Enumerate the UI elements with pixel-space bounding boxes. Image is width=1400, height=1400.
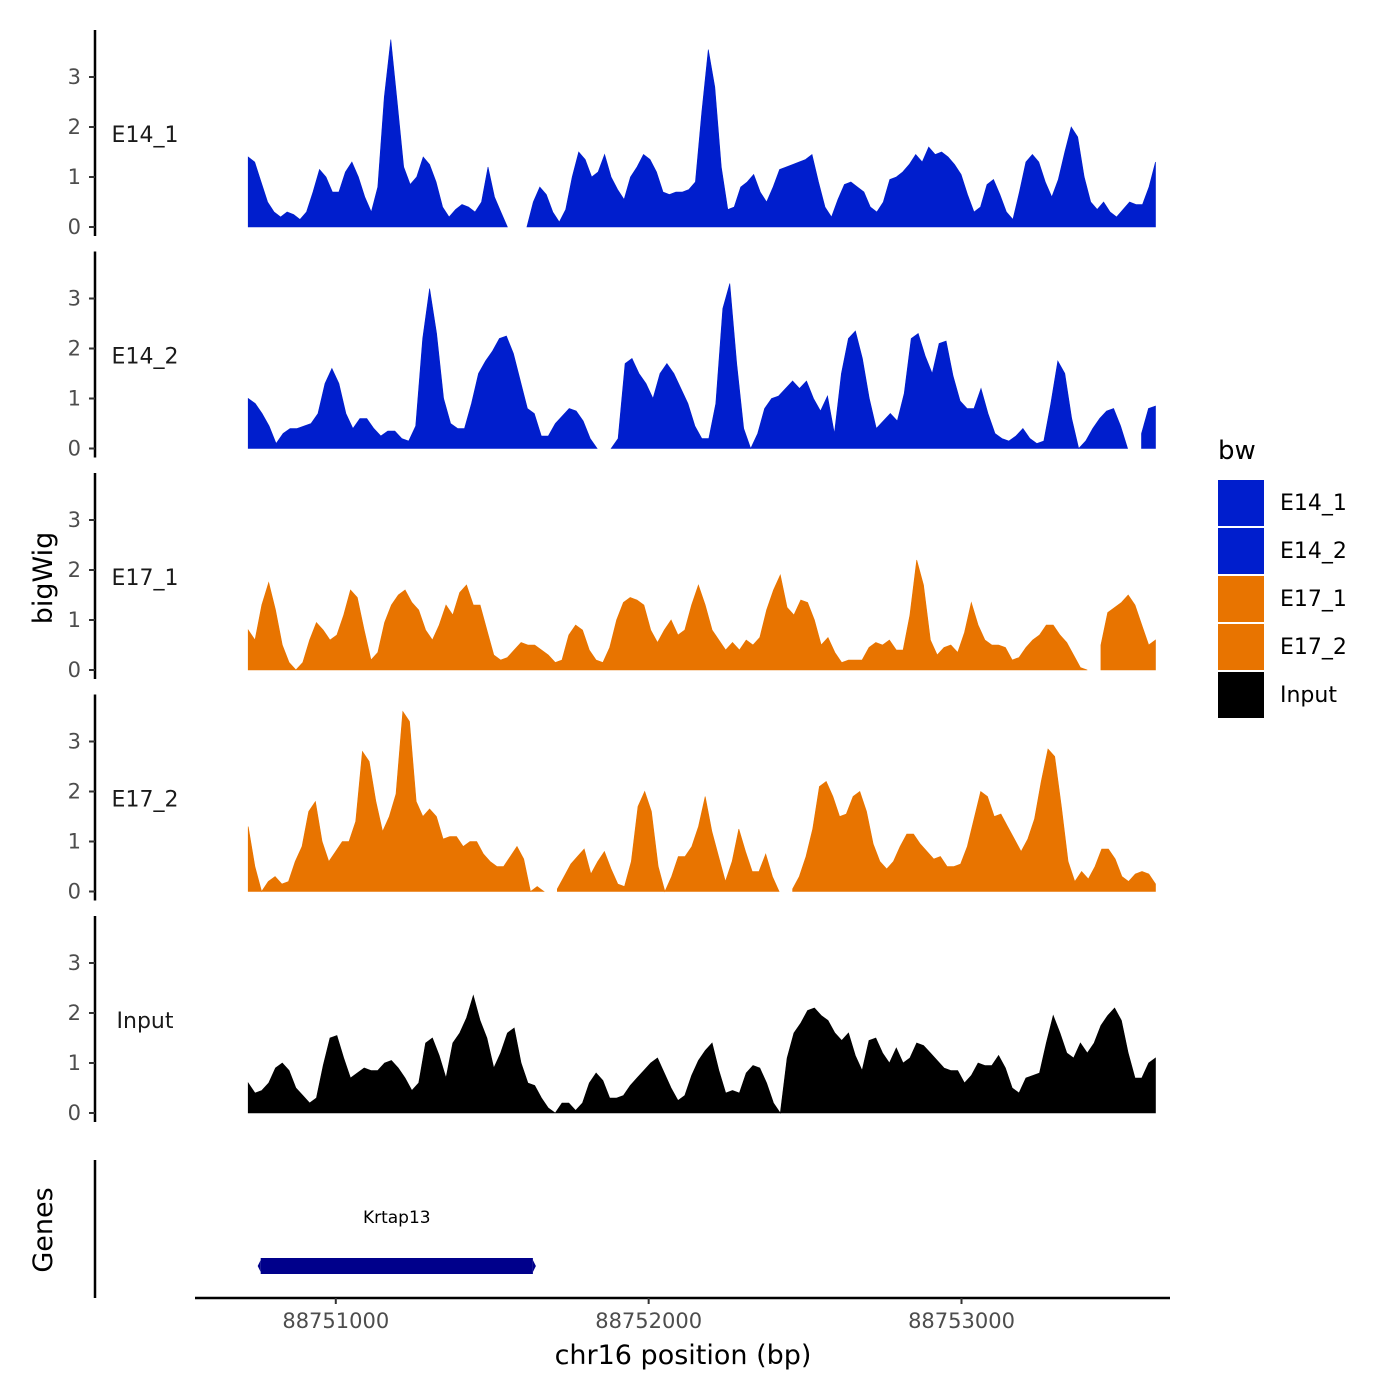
y-tick-label-e17-2-1: 1 <box>68 830 81 854</box>
x-tick-label-88751000: 88751000 <box>282 1309 389 1333</box>
legend-swatch-e14-1 <box>1218 480 1264 526</box>
gene-end-right-krtap13 <box>532 1260 536 1272</box>
legend-swatch-e14-2 <box>1218 528 1264 574</box>
x-tick-label-88752000: 88752000 <box>595 1309 702 1333</box>
y-tick-label-e17-1-2: 2 <box>68 558 81 582</box>
track-label-e17-2: E17_2 <box>112 788 179 813</box>
area-e14-2-segment-0 <box>247 288 598 449</box>
area-input-segment-0 <box>247 994 1156 1114</box>
y-tick-label-e17-1-1: 1 <box>68 608 81 632</box>
track-e17-2: 0 1 2 3 E17_2 <box>68 694 1156 904</box>
area-e17-2-segment-0 <box>247 710 545 893</box>
x-axis: 88751000 88752000 88753000 <box>195 1296 1170 1333</box>
track-e14-1: 0 1 2 3 E14_1 <box>68 30 1156 239</box>
x-axis-title: chr16 position (bp) <box>555 1340 812 1371</box>
y-tick-label-e17-2-2: 2 <box>68 780 81 804</box>
legend-swatch-e17-1 <box>1218 576 1264 622</box>
legend-label-e14-1: E14_1 <box>1280 491 1347 516</box>
legend-label-input: Input <box>1280 683 1337 708</box>
y-tick-label-e14-1-2: 2 <box>68 115 81 139</box>
genes-axis-title: Genes <box>28 1187 59 1272</box>
area-e14-2-segment-1 <box>610 283 1129 450</box>
y-tick-label-e17-1-3: 3 <box>68 508 81 532</box>
area-e14-2-segment-2 <box>1141 405 1156 449</box>
area-e17-1-segment-1 <box>1100 594 1156 671</box>
track-e14-2: 0 1 2 3 E14_2 <box>68 251 1156 461</box>
gene-end-left-krtap13 <box>257 1260 261 1272</box>
area-e17-2-segment-1 <box>557 790 780 893</box>
legend-swatch-input <box>1218 672 1264 718</box>
y-tick-label-input-0: 0 <box>68 1101 81 1125</box>
x-tick-label-88753000: 88753000 <box>908 1309 1015 1333</box>
area-e17-1-segment-0 <box>247 559 1088 671</box>
area-e17-2-segment-2 <box>792 748 1156 892</box>
y-axis-title: bigWig <box>28 532 59 625</box>
gene-krtap13: Krtap13 <box>257 1208 536 1274</box>
y-tick-label-e17-2-3: 3 <box>68 730 81 754</box>
legend-title: bw <box>1218 436 1256 466</box>
legend-label-e17-1: E17_1 <box>1280 587 1347 612</box>
legend-label-e17-2: E17_2 <box>1280 635 1347 660</box>
track-label-e17-1: E17_1 <box>112 566 179 591</box>
track-e17-1: 0 1 2 3 E17_1 <box>68 473 1156 682</box>
gene-panel: Krtap13 <box>93 1160 536 1298</box>
y-tick-label-e14-1-0: 0 <box>68 215 81 239</box>
track-label-e14-1: E14_1 <box>112 123 179 148</box>
bigwig-tracks: 0 1 2 3 E14_1 0 1 2 3 E14_2 0 1 2 3 E17_1 0 1 2 3 E17_2 0 1 2 3… <box>68 30 1156 1125</box>
legend-swatch-e17-2 <box>1218 624 1264 670</box>
legend: bw E14_1 E14_2 E17_1 E17_2 Input <box>1218 436 1347 718</box>
area-e14-1-segment-0 <box>247 39 508 228</box>
y-tick-label-e14-2-3: 3 <box>68 287 81 311</box>
track-label-input: Input <box>117 1009 174 1034</box>
track-input: 0 1 2 3 Input <box>68 916 1156 1125</box>
gene-label-krtap13: Krtap13 <box>363 1208 431 1228</box>
y-tick-label-e14-2-2: 2 <box>68 337 81 361</box>
y-tick-label-e14-2-1: 1 <box>68 387 81 411</box>
legend-label-e14-2: E14_2 <box>1280 539 1347 564</box>
area-e14-1-segment-1 <box>526 49 1156 228</box>
y-tick-label-input-2: 2 <box>68 1001 81 1025</box>
y-tick-label-input-3: 3 <box>68 951 81 975</box>
y-tick-label-e14-1-1: 1 <box>68 165 81 189</box>
y-tick-label-e14-1-3: 3 <box>68 65 81 89</box>
y-tick-label-input-1: 1 <box>68 1051 81 1075</box>
gene-body-krtap13 <box>260 1258 533 1274</box>
y-tick-label-e17-2-0: 0 <box>68 880 81 904</box>
track-label-e14-2: E14_2 <box>112 345 179 370</box>
y-tick-label-e17-1-0: 0 <box>68 658 81 682</box>
y-tick-label-e14-2-0: 0 <box>68 437 81 461</box>
